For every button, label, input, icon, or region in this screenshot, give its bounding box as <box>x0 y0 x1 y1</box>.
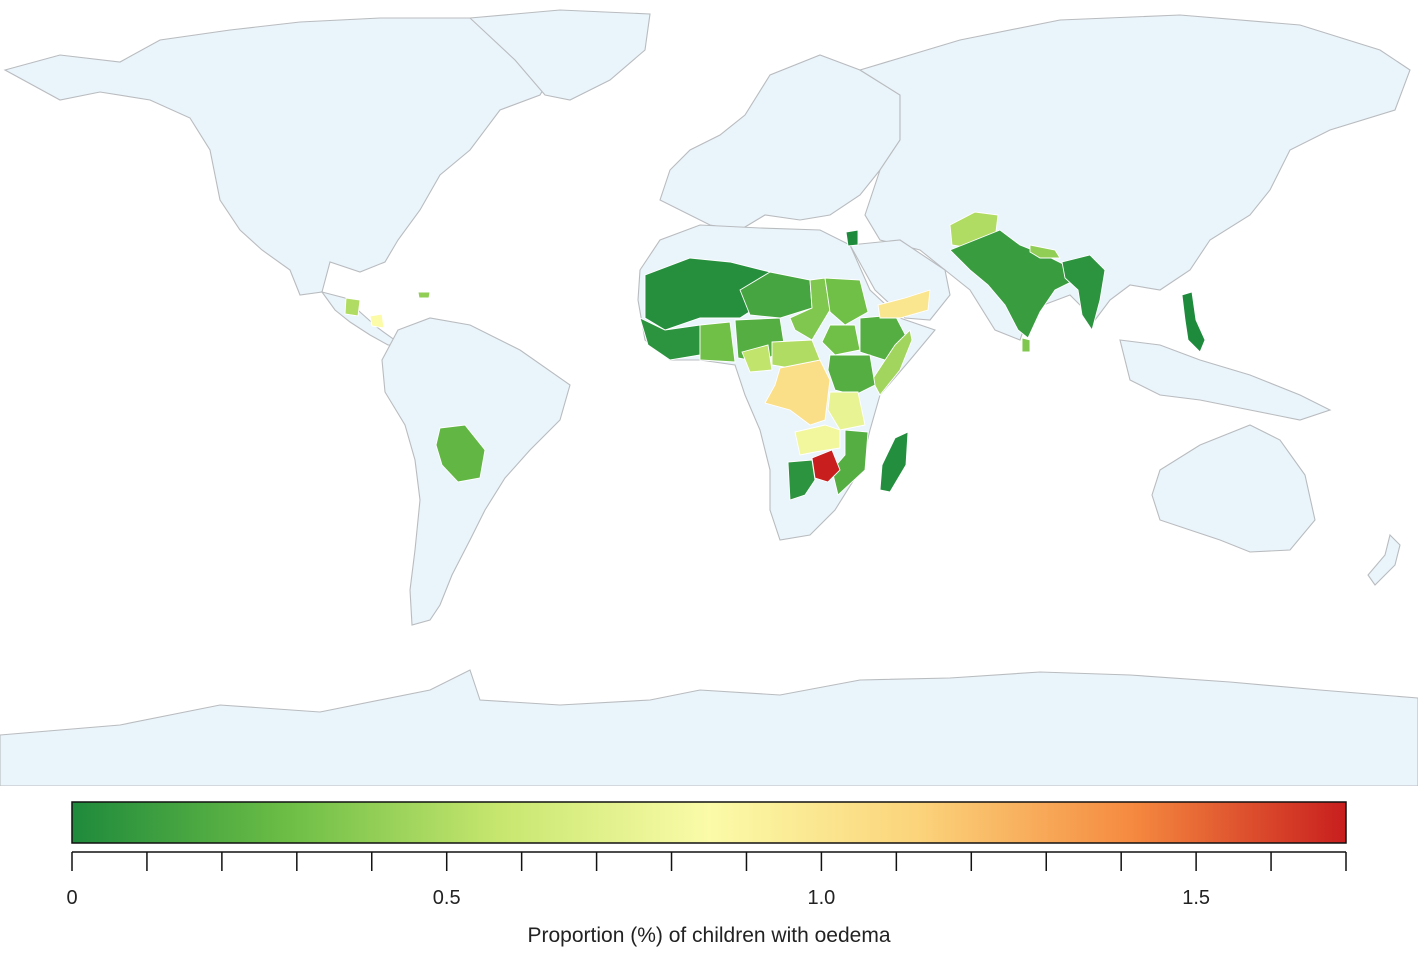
country-nicaragua <box>369 313 385 329</box>
country-malawi-mozambique <box>831 429 869 496</box>
legend-color-bar <box>71 801 1347 844</box>
country-nepal <box>1029 244 1061 259</box>
legend-tick-label: 0.5 <box>433 887 461 909</box>
country-tanzania <box>827 391 866 431</box>
map-svg <box>0 9 1418 787</box>
country-zambia <box>794 424 841 456</box>
country-bolivia <box>435 424 486 483</box>
land-southeast-asia-islands <box>1119 339 1332 421</box>
country-cameroon <box>741 344 773 373</box>
country-haiti <box>417 291 431 299</box>
land-greenland <box>468 9 651 101</box>
land-north-america <box>3 17 561 296</box>
land-australia <box>1151 424 1316 553</box>
country-drc <box>764 359 831 426</box>
legend-tick-label: 0 <box>66 887 77 909</box>
land-antarctica <box>0 669 1418 787</box>
country-guatemala <box>344 297 361 317</box>
land-central-america <box>320 291 402 346</box>
country-sudan <box>824 277 869 326</box>
country-ghana-ivory-coast <box>699 321 736 363</box>
country-bangladesh-myanmar <box>1061 254 1106 332</box>
country-yemen <box>877 289 931 319</box>
legend-title: Proportion (%) of children with oedema <box>527 924 890 947</box>
land-europe <box>659 54 901 231</box>
legend-axis: 0 0.5 1.0 1.5 <box>66 851 1347 909</box>
country-jordan <box>845 229 859 247</box>
country-namibia-botswana <box>787 459 816 501</box>
country-kenya-uganda <box>827 354 876 396</box>
legend-svg: 0 0.5 1.0 1.5 Proportion (%) of children wi… <box>66 801 1347 947</box>
legend-tick-label: 1.0 <box>808 887 836 909</box>
country-south-sudan <box>821 324 861 356</box>
world-map <box>0 9 1418 787</box>
country-madagascar <box>879 431 909 493</box>
country-sri-lanka <box>1021 337 1031 353</box>
legend-tick-label: 1.5 <box>1182 887 1210 909</box>
land-new-zealand <box>1367 533 1401 586</box>
color-legend: 0 0.5 1.0 1.5 Proportion (%) of children wi… <box>0 786 1418 949</box>
country-philippines <box>1181 291 1206 353</box>
